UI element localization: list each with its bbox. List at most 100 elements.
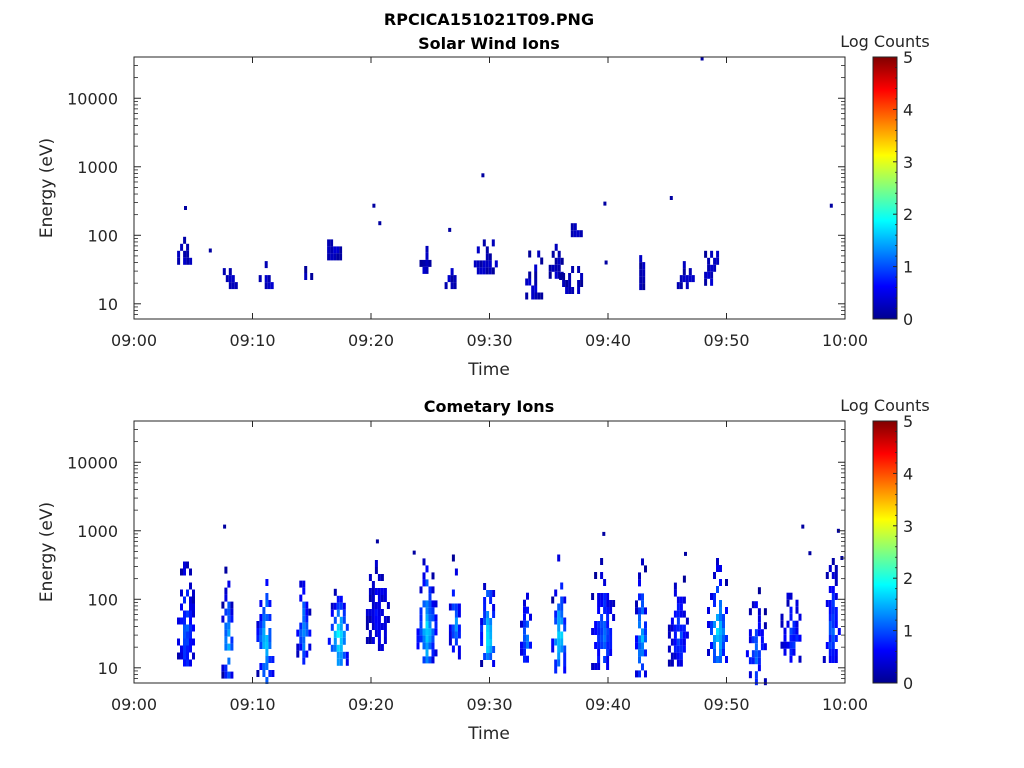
heatmap-cell <box>528 278 532 286</box>
heatmap-cell <box>792 627 796 635</box>
heatmap-cell <box>679 652 683 660</box>
heatmap-cell <box>577 266 581 273</box>
heatmap-cell <box>482 239 486 247</box>
heatmap-cell <box>336 609 340 617</box>
heatmap-cell <box>713 656 716 663</box>
heatmap-cell <box>327 637 331 645</box>
heatmap-cell <box>177 652 180 660</box>
heatmap-cell <box>386 602 390 609</box>
heatmap-cell <box>380 609 384 616</box>
heatmap-cell <box>256 628 260 635</box>
heatmap-cell <box>789 592 793 600</box>
heatmap-cell <box>642 276 646 284</box>
heatmap-cell <box>757 650 761 658</box>
heatmap-cell <box>523 613 526 621</box>
heatmap-cell <box>183 638 186 646</box>
heatmap-cell <box>457 610 461 618</box>
heatmap-cell <box>428 593 432 601</box>
heatmap-cell <box>228 282 232 290</box>
heatmap-cell <box>606 663 610 670</box>
heatmap-cell <box>492 590 496 597</box>
heatmap-cell <box>644 621 647 629</box>
heatmap-cell <box>789 641 793 649</box>
heatmap-cell <box>377 623 381 630</box>
heatmap-cell <box>192 610 195 618</box>
y-tick-label: 10 <box>98 295 118 314</box>
heatmap-cell <box>754 657 758 665</box>
heatmap-cell <box>528 271 532 279</box>
heatmap-cell <box>834 579 838 586</box>
heatmap-cell <box>763 608 767 616</box>
heatmap-cell <box>380 623 384 630</box>
heatmap-cell <box>682 624 686 632</box>
heatmap-cell <box>265 600 269 607</box>
heatmap-cell <box>557 631 561 639</box>
heatmap-cell <box>560 596 564 604</box>
heatmap-cell <box>481 173 485 178</box>
x-tick-label: 09:20 <box>348 695 394 714</box>
heatmap-cell <box>265 649 269 656</box>
heatmap-cell <box>597 663 601 670</box>
heatmap-cell <box>268 614 272 621</box>
heatmap-cell <box>302 636 306 644</box>
heatmap-cell <box>451 624 455 632</box>
heatmap-cell <box>186 250 190 258</box>
heatmap-cell <box>494 260 498 268</box>
heatmap-cell <box>557 617 561 625</box>
heatmap-cell <box>612 600 616 607</box>
heatmap-cell <box>757 629 761 637</box>
heatmap-cell <box>489 632 493 639</box>
heatmap-cell <box>713 642 716 649</box>
heatmap-cell <box>603 628 607 635</box>
heatmap-cell <box>451 589 455 597</box>
heatmap-cell <box>783 641 787 649</box>
heatmap-cell <box>419 635 423 643</box>
heatmap-cell <box>557 638 561 646</box>
heatmap-cell <box>473 260 477 268</box>
heatmap-cell <box>336 658 340 666</box>
heatmap-cell <box>377 637 381 644</box>
heatmap-cell <box>557 652 561 660</box>
heatmap-cell <box>302 650 306 658</box>
heatmap-cell <box>688 268 692 276</box>
heatmap-cell <box>641 600 644 608</box>
heatmap-cell <box>825 572 829 579</box>
heatmap-cell <box>540 257 544 265</box>
heatmap-cell <box>192 589 195 597</box>
heatmap-cell <box>262 628 266 635</box>
heatmap-cell <box>548 264 552 272</box>
heatmap-cell <box>374 588 378 595</box>
heatmap-cell <box>828 621 832 628</box>
heatmap-cell <box>489 590 493 597</box>
heatmap-cell <box>676 610 680 618</box>
heatmap-cell <box>551 638 555 646</box>
heatmap-cell <box>228 268 232 276</box>
heatmap-cell <box>383 630 387 637</box>
heatmap-cell <box>638 649 641 657</box>
heatmap-cell <box>520 620 523 628</box>
heatmap-cell <box>183 568 186 576</box>
heatmap-cell <box>431 649 435 657</box>
heatmap-cell <box>685 282 689 290</box>
heatmap-cell <box>591 593 595 600</box>
y-tick-label: 100 <box>87 590 118 609</box>
heatmap-cell <box>597 635 601 642</box>
heatmap-cell <box>537 292 541 300</box>
heatmap-cell <box>383 637 387 644</box>
heatmap-cell <box>454 568 458 576</box>
heatmap-cell <box>299 594 303 602</box>
heatmap-cell <box>227 580 231 588</box>
colorbar-tick-label: 4 <box>903 100 913 119</box>
heatmap-cell <box>177 257 181 265</box>
heatmap-cell <box>792 634 796 642</box>
heatmap-cell <box>482 260 486 268</box>
heatmap-cell <box>713 649 716 656</box>
heatmap-cell <box>256 621 260 628</box>
colorbar-tick-label: 5 <box>903 48 913 67</box>
heatmap-cell <box>448 624 452 632</box>
heatmap-cell <box>716 635 719 642</box>
heatmap-cell <box>563 624 567 632</box>
heatmap-cell <box>534 285 538 293</box>
heatmap-cell <box>557 264 561 272</box>
heatmap-cell <box>537 250 541 258</box>
